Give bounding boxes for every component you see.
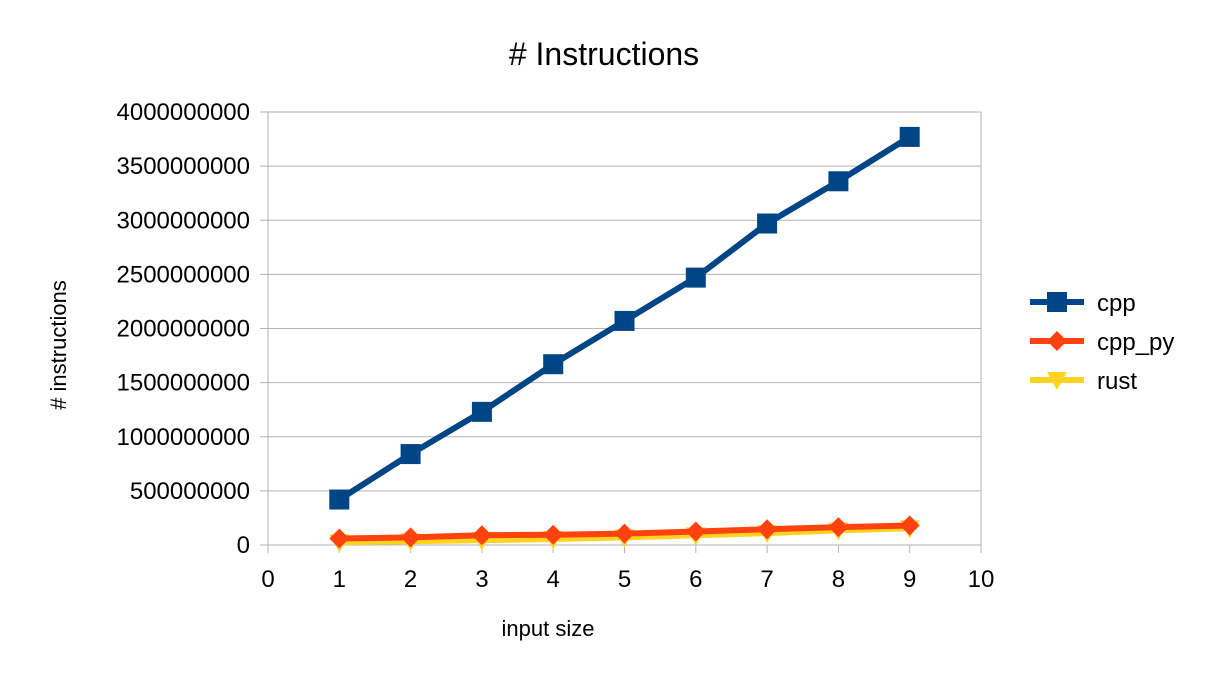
y-tick-label: 1000000000	[117, 424, 250, 451]
data-point-cpp	[614, 310, 635, 331]
x-tick-label: 0	[261, 566, 274, 593]
legend-swatch-marker	[1047, 372, 1067, 390]
data-point-cpp	[685, 267, 706, 288]
data-point-cpp	[543, 354, 564, 375]
y-axis-tick-labels: 0 500000000 1000000000 1500000000 2000000000…	[117, 99, 250, 559]
data-point-cpp_py	[400, 527, 421, 548]
data-point-cpp_py	[614, 523, 635, 544]
x-tick-label: 8	[832, 566, 845, 593]
data-point-cpp	[828, 171, 849, 192]
data-point-cpp_py	[685, 521, 706, 542]
y-tick-label: 2000000000	[117, 316, 250, 343]
legend-label: cpp	[1097, 290, 1136, 317]
x-axis-label: input size	[502, 616, 595, 641]
axes	[260, 111, 982, 553]
y-tick-label: 1500000000	[117, 370, 250, 397]
data-point-cpp	[471, 401, 492, 422]
x-tick-label: 2	[404, 566, 417, 593]
legend-swatch-marker	[1047, 292, 1067, 312]
data-point-cpp_py	[757, 519, 778, 540]
y-axis-label: # instructions	[46, 280, 71, 410]
data-point-cpp	[757, 213, 778, 234]
x-tick-label: 9	[903, 566, 916, 593]
chart-title: # Instructions	[509, 36, 699, 72]
legend-label: rust	[1097, 368, 1137, 395]
series-group	[329, 126, 920, 553]
legend-item-rust: rust	[1030, 368, 1137, 395]
legend-swatch-marker	[1047, 331, 1067, 351]
x-tick-label: 7	[760, 566, 773, 593]
x-tick-label: 10	[968, 566, 995, 593]
x-tick-label: 3	[475, 566, 488, 593]
data-point-cpp_py	[828, 517, 849, 538]
series-cpp_py	[329, 515, 920, 549]
y-tick-label: 3500000000	[117, 153, 250, 180]
legend-label: cpp_py	[1097, 329, 1174, 356]
x-tick-label: 1	[333, 566, 346, 593]
y-tick-label: 2500000000	[117, 261, 250, 288]
data-point-cpp_py	[329, 528, 350, 549]
data-point-cpp_py	[471, 525, 492, 546]
legend-item-cpp_py: cpp_py	[1030, 329, 1174, 356]
y-tick-label: 0	[237, 532, 250, 559]
x-tick-label: 5	[618, 566, 631, 593]
x-axis-tick-labels: 0 1 2 3 4 5 6 7 8 9 10	[261, 566, 994, 593]
y-tick-label: 500000000	[130, 478, 250, 505]
data-point-cpp	[400, 444, 421, 465]
data-point-cpp_py	[543, 524, 564, 545]
data-point-cpp	[899, 126, 920, 147]
y-tick-label: 4000000000	[117, 99, 250, 126]
data-point-cpp_py	[899, 515, 920, 536]
x-tick-label: 4	[547, 566, 560, 593]
x-tick-label: 6	[689, 566, 702, 593]
series-cpp	[329, 126, 920, 510]
y-tick-label: 3000000000	[117, 207, 250, 234]
data-point-cpp	[329, 489, 350, 510]
legend-item-cpp: cpp	[1030, 290, 1136, 317]
